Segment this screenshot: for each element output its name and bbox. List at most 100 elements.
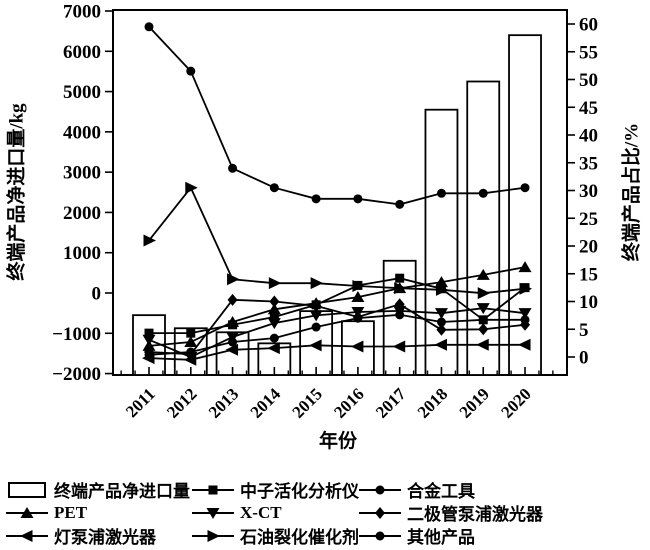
triangle-left-legend-marker-icon — [20, 529, 33, 542]
diamond-legend-marker-icon — [375, 506, 385, 519]
triangle-up-legend-marker-icon — [20, 506, 34, 518]
circle-marker — [436, 317, 446, 327]
legend-item-5: 二极管泵浦激光器 — [355, 500, 648, 525]
triangle-down-legend-swatch-icon — [192, 507, 234, 519]
x-tick-label: 2018 — [414, 384, 451, 421]
legend-label: 石油裂化催化剂 — [240, 528, 359, 547]
square-marker — [186, 328, 196, 338]
triangle-right-marker — [310, 277, 324, 290]
diamond-legend-swatch-icon — [359, 506, 401, 519]
legend-item-8: 其他产品 — [355, 523, 648, 548]
series-7-line — [148, 185, 526, 295]
left-tick-label: 1000 — [63, 243, 101, 264]
circle-marker — [269, 333, 279, 343]
circle-marker — [395, 199, 405, 209]
series-5-line — [148, 298, 526, 356]
bar-swatch — [8, 481, 46, 498]
x-tick-label: 2017 — [372, 384, 410, 422]
triangle-right-marker — [394, 282, 407, 295]
triangle-right-marker — [519, 282, 533, 295]
x-tick-label: 2015 — [288, 384, 325, 421]
triangle-left-marker — [350, 340, 364, 353]
circle-marker — [186, 66, 196, 76]
triangle-down-marker — [434, 308, 448, 320]
left-tick-label: 0 — [92, 284, 102, 305]
legend-label: 终端产品净进口量 — [54, 482, 190, 501]
legend-item-1: 中子活化分析仪 — [188, 477, 359, 502]
legend-item-7: 石油裂化催化剂 — [188, 523, 359, 548]
legend-label: 其他产品 — [407, 528, 475, 547]
square-legend-swatch-icon — [192, 485, 234, 494]
circle-marker — [436, 188, 446, 198]
triangle-left-marker — [434, 338, 447, 351]
x-tick-label: 2011 — [122, 384, 159, 421]
triangle-left-legend-swatch-icon — [6, 529, 48, 542]
left-tick-label: −2000 — [52, 364, 101, 385]
diamond-marker — [394, 298, 405, 311]
triangle-left-marker — [309, 339, 322, 352]
triangle-left-marker — [476, 338, 489, 351]
right-tick-label: 60 — [579, 15, 598, 36]
dual-axis-chart: 终端产品净进口量/kg 终端产品占比/% 年份 2011 2012 2013 2014… — [5, 2, 643, 452]
left-axis-title: 终端产品净进口量/kg — [5, 103, 28, 281]
circle-marker — [186, 347, 196, 357]
series-1-line — [149, 277, 526, 335]
right-tick-label: 25 — [579, 209, 598, 230]
legend-item-4: X-CT — [188, 503, 355, 523]
circle-marker — [269, 183, 279, 193]
circle-marker — [478, 188, 488, 198]
diamond-marker — [311, 299, 322, 312]
x-tick-label: 2012 — [163, 384, 200, 421]
triangle-left-marker — [225, 343, 239, 356]
right-tick-label: 50 — [579, 70, 598, 91]
circle-legend-marker-icon — [375, 531, 385, 540]
triangle-up-marker — [518, 261, 532, 273]
circle-marker — [520, 183, 530, 193]
legend-item-2: 合金工具 — [355, 477, 648, 502]
legend-label: X-CT — [240, 502, 282, 522]
circle-marker — [353, 194, 363, 204]
left-tick-label: 3000 — [63, 163, 101, 184]
triangle-up-marker — [351, 291, 365, 303]
left-tick-label: −1000 — [52, 324, 101, 345]
circle-legend-swatch-icon — [359, 531, 401, 540]
triangle-right-marker — [227, 273, 240, 286]
square-marker — [395, 273, 405, 283]
left-tick-label: 6000 — [63, 42, 101, 63]
x-tick-label: 2013 — [205, 384, 242, 421]
right-axis-title: 终端产品占比/% — [620, 123, 643, 261]
x-axis-title: 年份 — [319, 429, 358, 452]
square-marker — [269, 312, 279, 322]
legend-label: PET — [54, 502, 88, 522]
legend-label: 中子活化分析仪 — [240, 482, 359, 501]
series-2-line — [148, 26, 526, 206]
triangle-left-marker — [518, 338, 531, 351]
legend-item-3: PET — [2, 503, 188, 523]
legend: 终端产品净进口量 中子活化分析仪 合金工具 PET X-CT 二极管泵浦激光器灯泵浦激光器… — [2, 478, 648, 547]
legend-label: 合金工具 — [407, 482, 475, 501]
circle-marker — [395, 310, 405, 320]
triangle-up-marker — [267, 303, 281, 315]
x-tick-label: 2019 — [456, 384, 493, 421]
triangle-down-marker — [142, 334, 156, 346]
legend-item-0: 终端产品净进口量 — [2, 477, 190, 502]
circle-marker — [520, 315, 530, 325]
right-tick-label: 40 — [579, 126, 598, 147]
x-tick-label: 2020 — [497, 384, 534, 421]
triangle-right-marker — [185, 181, 198, 194]
triangle-left-marker — [392, 340, 406, 353]
right-tick-label: 10 — [579, 292, 598, 313]
left-tick-label: 7000 — [63, 2, 101, 23]
legend-label: 灯泵浦激光器 — [54, 528, 156, 547]
triangle-right-legend-swatch-icon — [192, 529, 234, 542]
x-tick-label: 2014 — [247, 384, 285, 422]
triangle-down-legend-marker-icon — [206, 507, 220, 519]
circle-marker — [228, 337, 238, 347]
triangle-up-legend-swatch-icon — [6, 506, 48, 518]
triangle-right-marker — [143, 234, 156, 247]
series-3-line — [148, 266, 526, 347]
circle-legend-marker-icon — [375, 485, 385, 494]
triangle-up-marker — [434, 276, 448, 288]
circle-marker — [228, 163, 238, 173]
